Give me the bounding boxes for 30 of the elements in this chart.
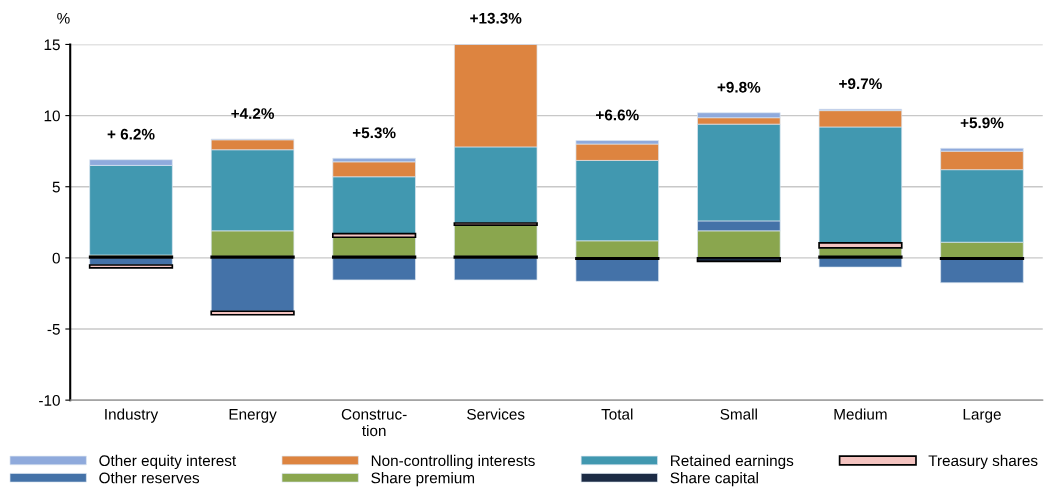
x-tick-label: Small [720, 408, 757, 420]
x-tick-label: Medium [834, 408, 887, 420]
legend-label: Non-controlling interests [371, 454, 535, 470]
x-tick-label: Large [963, 409, 1001, 423]
x-tick-label: Services [467, 408, 525, 420]
total-label: +5.9% [960, 117, 1004, 129]
total-label: +9.8% [717, 81, 761, 93]
y-tick-label: 0 [52, 252, 60, 264]
legend-label: Treasury shares [928, 454, 1038, 470]
total-label: +9.7% [839, 78, 882, 90]
y-tick-label: 15 [44, 39, 60, 51]
x-tick-label: Construc- tion [341, 408, 407, 437]
x-tick-label: Industry [105, 408, 159, 423]
legend-label: Other equity interest [99, 454, 237, 470]
legend-label: Retained earnings [671, 454, 794, 470]
total-label: +5.3% [352, 127, 396, 139]
total-label: +4.2% [231, 108, 275, 119]
total-label: +13.3% [470, 12, 522, 24]
total-label: +6.6% [596, 109, 639, 121]
legend-label: Share premium [371, 472, 475, 487]
y-tick-label: -10 [39, 395, 60, 406]
x-tick-label: Total [601, 408, 633, 420]
y-axis-title: % [57, 12, 70, 24]
legend-label: Share capital [670, 472, 758, 487]
y-tick-label: -5 [47, 324, 60, 335]
legend-label: Other reserves [99, 472, 200, 484]
y-tick-label: 5 [52, 181, 60, 193]
total-label: + 6.2% [107, 128, 155, 140]
x-tick-label: Energy [229, 409, 277, 423]
y-tick-label: 10 [44, 110, 60, 122]
